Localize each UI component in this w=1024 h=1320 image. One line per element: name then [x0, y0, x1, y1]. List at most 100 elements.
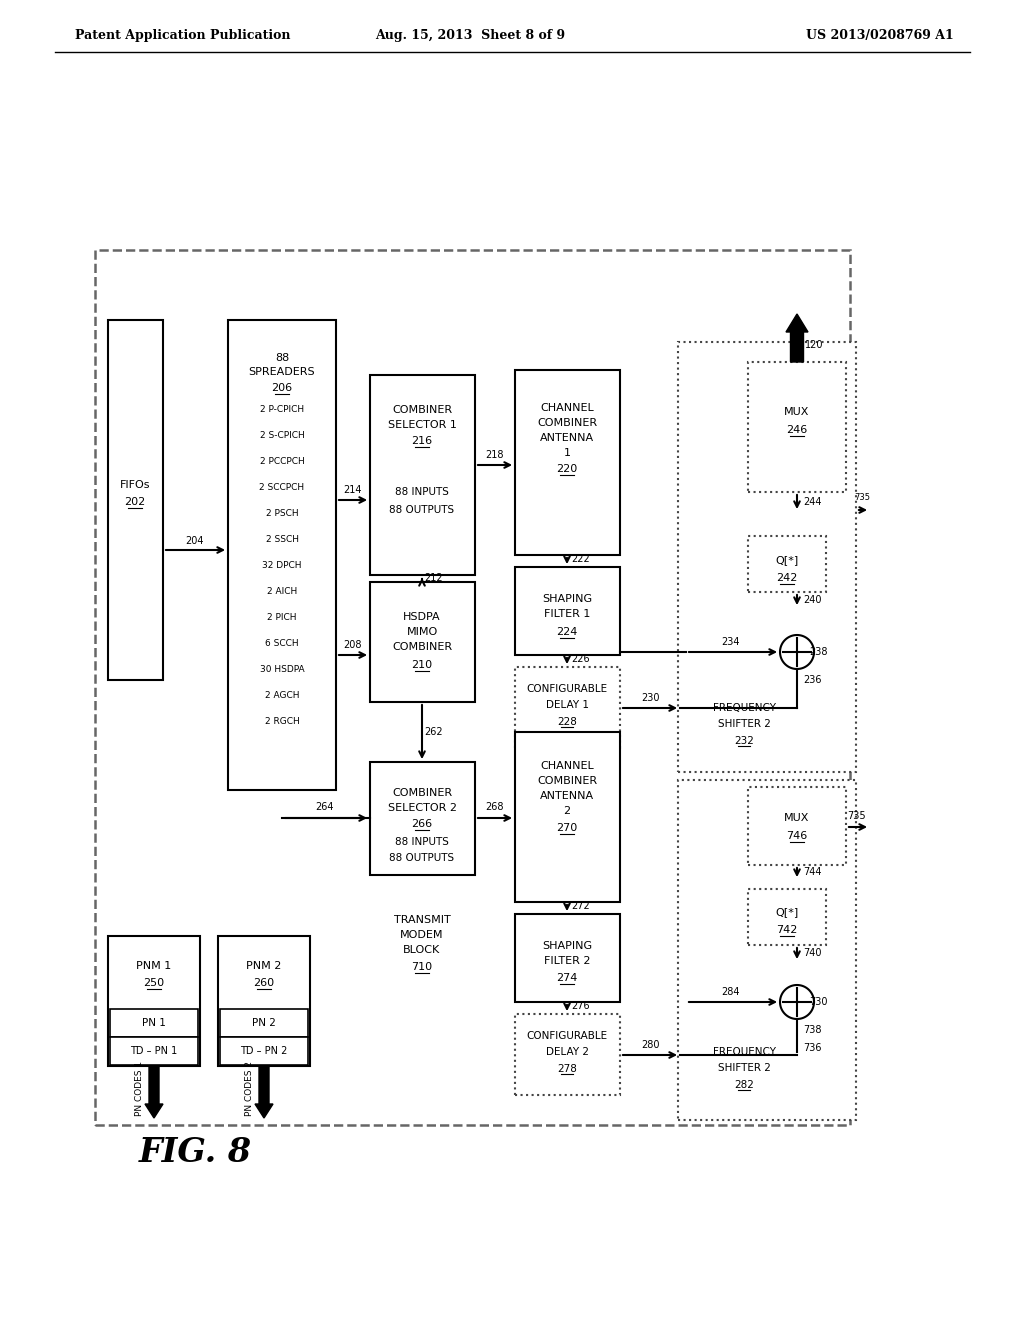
Text: MUX: MUX: [784, 813, 810, 822]
Bar: [110, 1038, 198, 1065]
Text: 120: 120: [805, 341, 823, 350]
Text: COMBINER: COMBINER: [392, 405, 452, 414]
FancyArrow shape: [786, 314, 808, 362]
Text: COMBINER: COMBINER: [537, 418, 597, 428]
Text: SHIFTER 2: SHIFTER 2: [718, 719, 770, 729]
Text: 206: 206: [271, 383, 293, 393]
Text: 744: 744: [803, 867, 821, 876]
Text: 742: 742: [776, 925, 798, 935]
Text: 738: 738: [803, 1026, 821, 1035]
Text: 210: 210: [412, 660, 432, 671]
Text: PN CODES 1: PN CODES 1: [134, 1060, 143, 1115]
Text: 226: 226: [571, 653, 590, 664]
Text: 250: 250: [143, 978, 165, 987]
Text: SELECTOR 1: SELECTOR 1: [387, 420, 457, 430]
Text: 735: 735: [854, 494, 870, 503]
Text: 730: 730: [809, 997, 827, 1007]
Bar: [108, 936, 200, 1067]
Text: SHIFTER 2: SHIFTER 2: [718, 1063, 770, 1073]
Text: 262: 262: [425, 727, 443, 737]
Text: CONFIGURABLE: CONFIGURABLE: [526, 684, 607, 694]
Bar: [748, 362, 846, 492]
Text: 6 SCCH: 6 SCCH: [265, 639, 299, 648]
Text: COMBINER: COMBINER: [537, 776, 597, 785]
Text: 222: 222: [571, 554, 591, 564]
Text: 240: 240: [803, 595, 821, 605]
Text: 88 INPUTS: 88 INPUTS: [395, 487, 449, 498]
Text: 224: 224: [556, 627, 578, 638]
Text: 746: 746: [786, 832, 808, 841]
Bar: [748, 536, 826, 591]
Text: FIG. 8: FIG. 8: [138, 1135, 252, 1168]
Text: COMBINER: COMBINER: [392, 642, 452, 652]
Text: 266: 266: [412, 818, 432, 829]
Text: 208: 208: [343, 640, 361, 649]
Text: 282: 282: [734, 1080, 754, 1090]
Bar: [748, 787, 846, 865]
Text: TRANSMIT: TRANSMIT: [393, 915, 451, 925]
Text: COMBINER: COMBINER: [392, 788, 452, 799]
Bar: [228, 319, 336, 789]
Text: FILTER 1: FILTER 1: [544, 609, 590, 619]
Text: 216: 216: [412, 436, 432, 446]
Text: 202: 202: [124, 498, 145, 507]
Text: PN 2: PN 2: [252, 1018, 275, 1028]
Text: 2: 2: [563, 807, 570, 816]
Text: CHANNEL: CHANNEL: [540, 762, 594, 771]
Text: DELAY 1: DELAY 1: [546, 700, 589, 710]
Bar: [370, 375, 475, 576]
Text: FILTER 2: FILTER 2: [544, 956, 590, 966]
Text: TD – PN 2: TD – PN 2: [241, 1045, 288, 1056]
Text: 272: 272: [571, 902, 591, 911]
Text: SELECTOR 2: SELECTOR 2: [387, 803, 457, 813]
Text: 246: 246: [786, 425, 808, 436]
Bar: [220, 1038, 308, 1065]
Text: 1: 1: [563, 447, 570, 458]
Text: Patent Application Publication: Patent Application Publication: [75, 29, 291, 41]
Text: CHANNEL: CHANNEL: [540, 403, 594, 413]
Text: 260: 260: [253, 978, 274, 987]
Text: MIMO: MIMO: [407, 627, 437, 638]
Text: 2 AICH: 2 AICH: [267, 587, 297, 597]
Bar: [515, 733, 620, 902]
Bar: [515, 568, 620, 655]
Text: 2 PCCPCH: 2 PCCPCH: [260, 458, 304, 466]
Text: 280: 280: [641, 1040, 659, 1049]
Text: Aug. 15, 2013  Sheet 8 of 9: Aug. 15, 2013 Sheet 8 of 9: [375, 29, 565, 41]
Bar: [515, 913, 620, 1002]
Bar: [370, 582, 475, 702]
Text: FIFOs: FIFOs: [120, 480, 151, 490]
Text: HSDPA: HSDPA: [403, 612, 440, 622]
Bar: [218, 936, 310, 1067]
Text: 736: 736: [803, 1043, 821, 1053]
Text: 204: 204: [185, 536, 204, 546]
Bar: [748, 888, 826, 945]
Text: 30 HSDPA: 30 HSDPA: [260, 665, 304, 675]
Text: 276: 276: [571, 1001, 590, 1011]
Text: 264: 264: [315, 803, 334, 812]
Bar: [108, 319, 163, 680]
Text: 740: 740: [803, 948, 821, 958]
Text: PN 1: PN 1: [142, 1018, 166, 1028]
Text: 2 SSCH: 2 SSCH: [265, 536, 299, 544]
Text: 214: 214: [343, 484, 361, 495]
Bar: [515, 667, 620, 748]
Text: US 2013/0208769 A1: US 2013/0208769 A1: [806, 29, 954, 41]
Text: BLOCK: BLOCK: [403, 945, 440, 954]
Text: 232: 232: [734, 737, 754, 746]
Bar: [678, 780, 856, 1119]
Bar: [678, 342, 856, 772]
Text: 735: 735: [847, 810, 865, 821]
Text: 234: 234: [721, 638, 739, 647]
Text: SHAPING: SHAPING: [542, 941, 592, 950]
Text: 88: 88: [274, 352, 289, 363]
Text: 284: 284: [721, 987, 739, 997]
Text: 88 OUTPUTS: 88 OUTPUTS: [389, 853, 455, 863]
Text: 88 INPUTS: 88 INPUTS: [395, 837, 449, 847]
Text: MUX: MUX: [784, 407, 810, 417]
Text: 228: 228: [557, 717, 577, 727]
Bar: [220, 1008, 308, 1038]
Text: PNM 2: PNM 2: [247, 961, 282, 972]
Text: SPREADERS: SPREADERS: [249, 367, 315, 378]
Text: 2 S-CPICH: 2 S-CPICH: [260, 432, 304, 441]
